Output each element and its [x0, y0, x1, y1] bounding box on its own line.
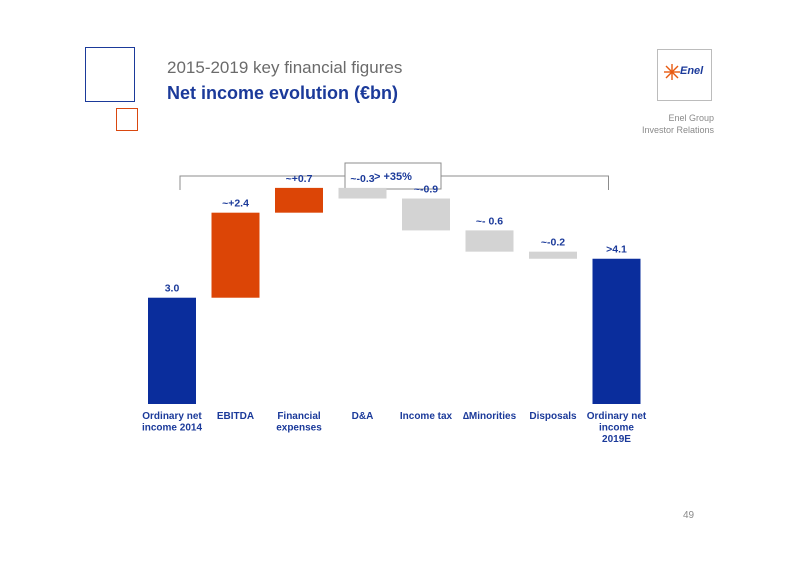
value-label-7: >4.1 — [606, 244, 627, 256]
growth-annotation: > +35% — [179, 162, 609, 190]
bar-4 — [402, 198, 450, 231]
value-label-5: ~- 0.6 — [476, 215, 503, 227]
chart-category-labels: Ordinary net income 2014 EBITDA Financial ex… — [142, 411, 647, 445]
page-number: 49 — [683, 510, 695, 521]
page-subtitle: 2015-2019 key financial figures — [167, 58, 403, 77]
corporate-department: Investor Relations — [641, 125, 714, 135]
annotation-label: > +35% — [374, 171, 412, 183]
value-label-6: ~-0.2 — [541, 237, 565, 249]
bar-6 — [529, 251, 577, 259]
category-label-3: D&A — [352, 411, 374, 422]
bar-5 — [465, 230, 514, 252]
bar-2 — [275, 187, 323, 213]
bar-7 — [592, 258, 641, 404]
enel-logo-mark-icon — [664, 64, 680, 80]
value-label-3: ~-0.3 — [350, 173, 374, 185]
decorative-square-blue — [85, 47, 135, 102]
value-label-2: ~+0.7 — [286, 173, 313, 185]
chart-value-labels: 3.0 ~+2.4 ~+0.7 ~-0.3 ~-0.9 ~- 0.6 ~-0.2 >4.1 — [165, 173, 627, 295]
value-label-0: 3.0 — [165, 283, 180, 295]
bar-0 — [148, 297, 196, 404]
category-label-5: ∆Minorities — [463, 411, 517, 422]
bar-3 — [338, 187, 387, 199]
corporate-group-name: Enel Group — [668, 113, 714, 123]
decorative-square-orange — [116, 108, 138, 131]
corporate-label: Enel Group Investor Relations — [642, 112, 714, 136]
bar-1 — [211, 212, 260, 298]
value-label-1: ~+2.4 — [222, 198, 249, 210]
enel-logo: Enel — [657, 49, 712, 101]
logo-text: Enel — [680, 65, 704, 77]
category-label-1: EBITDA — [217, 411, 254, 422]
category-label-0: Ordinary net income 2014 — [142, 411, 202, 434]
page-title: Net income evolution (€bn) — [167, 83, 399, 103]
category-label-7: Ordinary net income 2019E — [587, 411, 647, 445]
category-label-6: Disposals — [529, 411, 577, 422]
category-label-2: Financial expenses — [276, 411, 322, 434]
annotation-box — [344, 162, 442, 190]
value-label-4: ~-0.9 — [414, 184, 438, 196]
category-label-4: Income tax — [400, 411, 453, 422]
chart-bars — [148, 187, 641, 404]
